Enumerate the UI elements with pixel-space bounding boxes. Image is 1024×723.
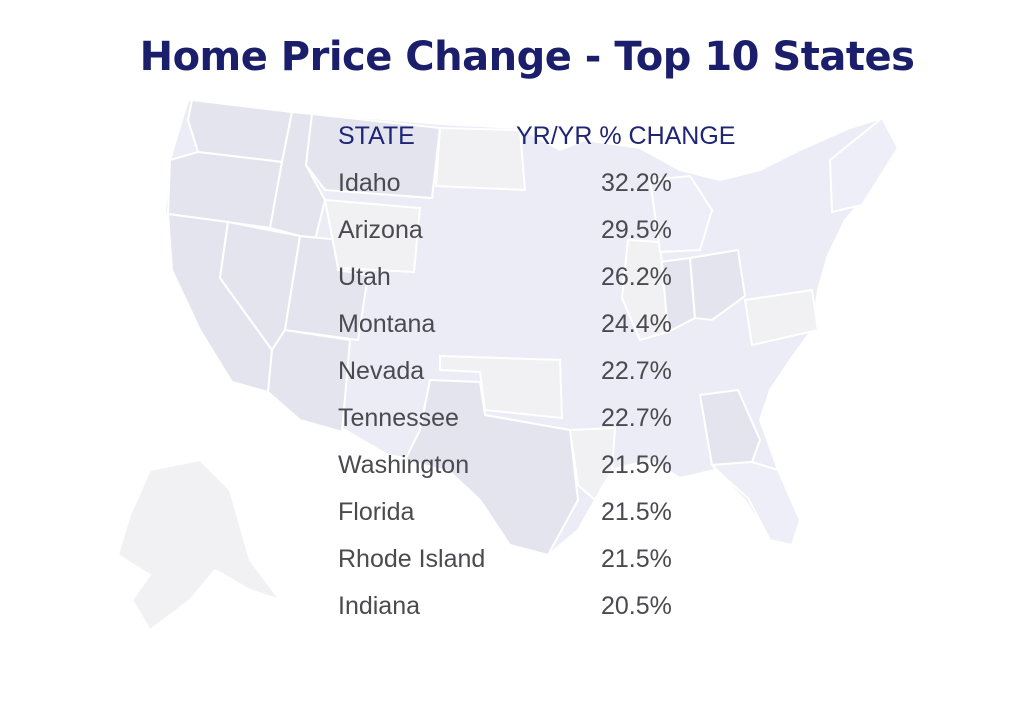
state-cell: Washington [338, 451, 470, 479]
change-cell: 22.7% [601, 404, 672, 432]
state-cell: Idaho [338, 169, 401, 197]
table-row: Utah 26.2% [338, 250, 778, 297]
table-row: Montana 24.4% [338, 297, 778, 344]
table-row: Idaho 32.2% [338, 156, 778, 203]
state-la-shape [568, 426, 617, 502]
state-ok-shape [439, 354, 564, 420]
state-cell: Utah [338, 263, 391, 291]
state-mi-shape [648, 174, 714, 254]
change-cell: 21.5% [601, 498, 672, 526]
change-cell: 32.2% [601, 169, 672, 197]
state-il-shape [620, 238, 670, 342]
change-cell: 26.2% [601, 263, 672, 291]
change-cell: 21.5% [601, 451, 672, 479]
state-oh-shape [688, 248, 747, 322]
change-cell: 22.7% [601, 357, 672, 385]
change-cell: 24.4% [601, 310, 672, 338]
state-ak-shape [116, 458, 283, 632]
table-row: Indiana 20.5% [338, 579, 778, 626]
change-cell: 29.5% [601, 216, 672, 244]
column-header-change: YR/YR % CHANGE [516, 122, 736, 150]
table-row: Tennessee 22.7% [338, 391, 778, 438]
change-cell: 20.5% [601, 592, 672, 620]
state-cell: Arizona [338, 216, 423, 244]
change-cell: 21.5% [601, 545, 672, 573]
state-ga-shape [698, 388, 762, 467]
table-row: Arizona 29.5% [338, 203, 778, 250]
state-wy-shape [323, 198, 422, 274]
state-nd-shape [434, 126, 527, 192]
chart-title: Home Price Change - Top 10 States [139, 34, 915, 80]
table-header: STATE YR/YR % CHANGE [338, 118, 778, 156]
state-az-shape [266, 328, 352, 434]
state-cell: Florida [338, 498, 415, 526]
column-header-state: STATE [338, 122, 415, 150]
state-cell: Rhode Island [338, 545, 486, 573]
table-row: Rhode Island 21.5% [338, 532, 778, 579]
table-row: Nevada 22.7% [338, 344, 778, 391]
state-cell: Tennessee [338, 404, 459, 432]
state-fl-shape [709, 460, 802, 547]
state-va-shape [743, 288, 820, 347]
state-mt-shape [304, 112, 442, 200]
state-ne-shape [828, 116, 900, 214]
table-row: Washington 21.5% [338, 438, 778, 485]
state-cell: Indiana [338, 592, 421, 620]
state-cell: Nevada [338, 357, 425, 385]
data-table: STATE YR/YR % CHANGE Idaho 32.2% Arizona… [338, 118, 778, 626]
table-row: Florida 21.5% [338, 485, 778, 532]
state-cell: Montana [338, 310, 436, 338]
